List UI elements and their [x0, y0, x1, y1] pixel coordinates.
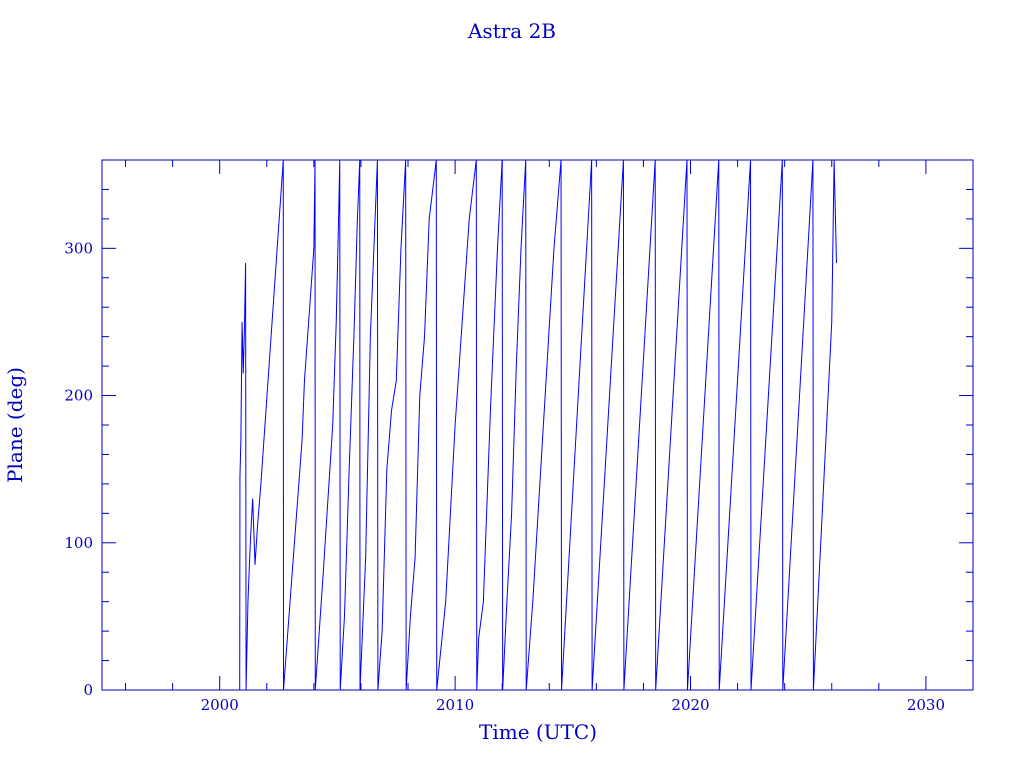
x-tick-label: 2020 — [671, 696, 709, 714]
series-line — [239, 159, 837, 691]
y-tick-label: 100 — [64, 534, 93, 552]
x-axis-label: Time (UTC) — [479, 720, 597, 744]
y-tick-label: 300 — [64, 239, 93, 257]
x-tick-label: 2010 — [436, 696, 474, 714]
axis-ticks: 2000 2010 2020 2030 0 100 200 300 — [64, 160, 974, 714]
y-tick-label: 200 — [64, 387, 93, 405]
y-axis-label: Plane (deg) — [3, 367, 27, 483]
chart-title: Astra 2B — [467, 19, 556, 43]
x-tick-label: 2000 — [201, 696, 239, 714]
x-tick-label: 2030 — [907, 696, 945, 714]
plot-area — [239, 159, 837, 691]
y-tick-label: 0 — [83, 681, 93, 699]
plot-frame — [101, 159, 974, 691]
